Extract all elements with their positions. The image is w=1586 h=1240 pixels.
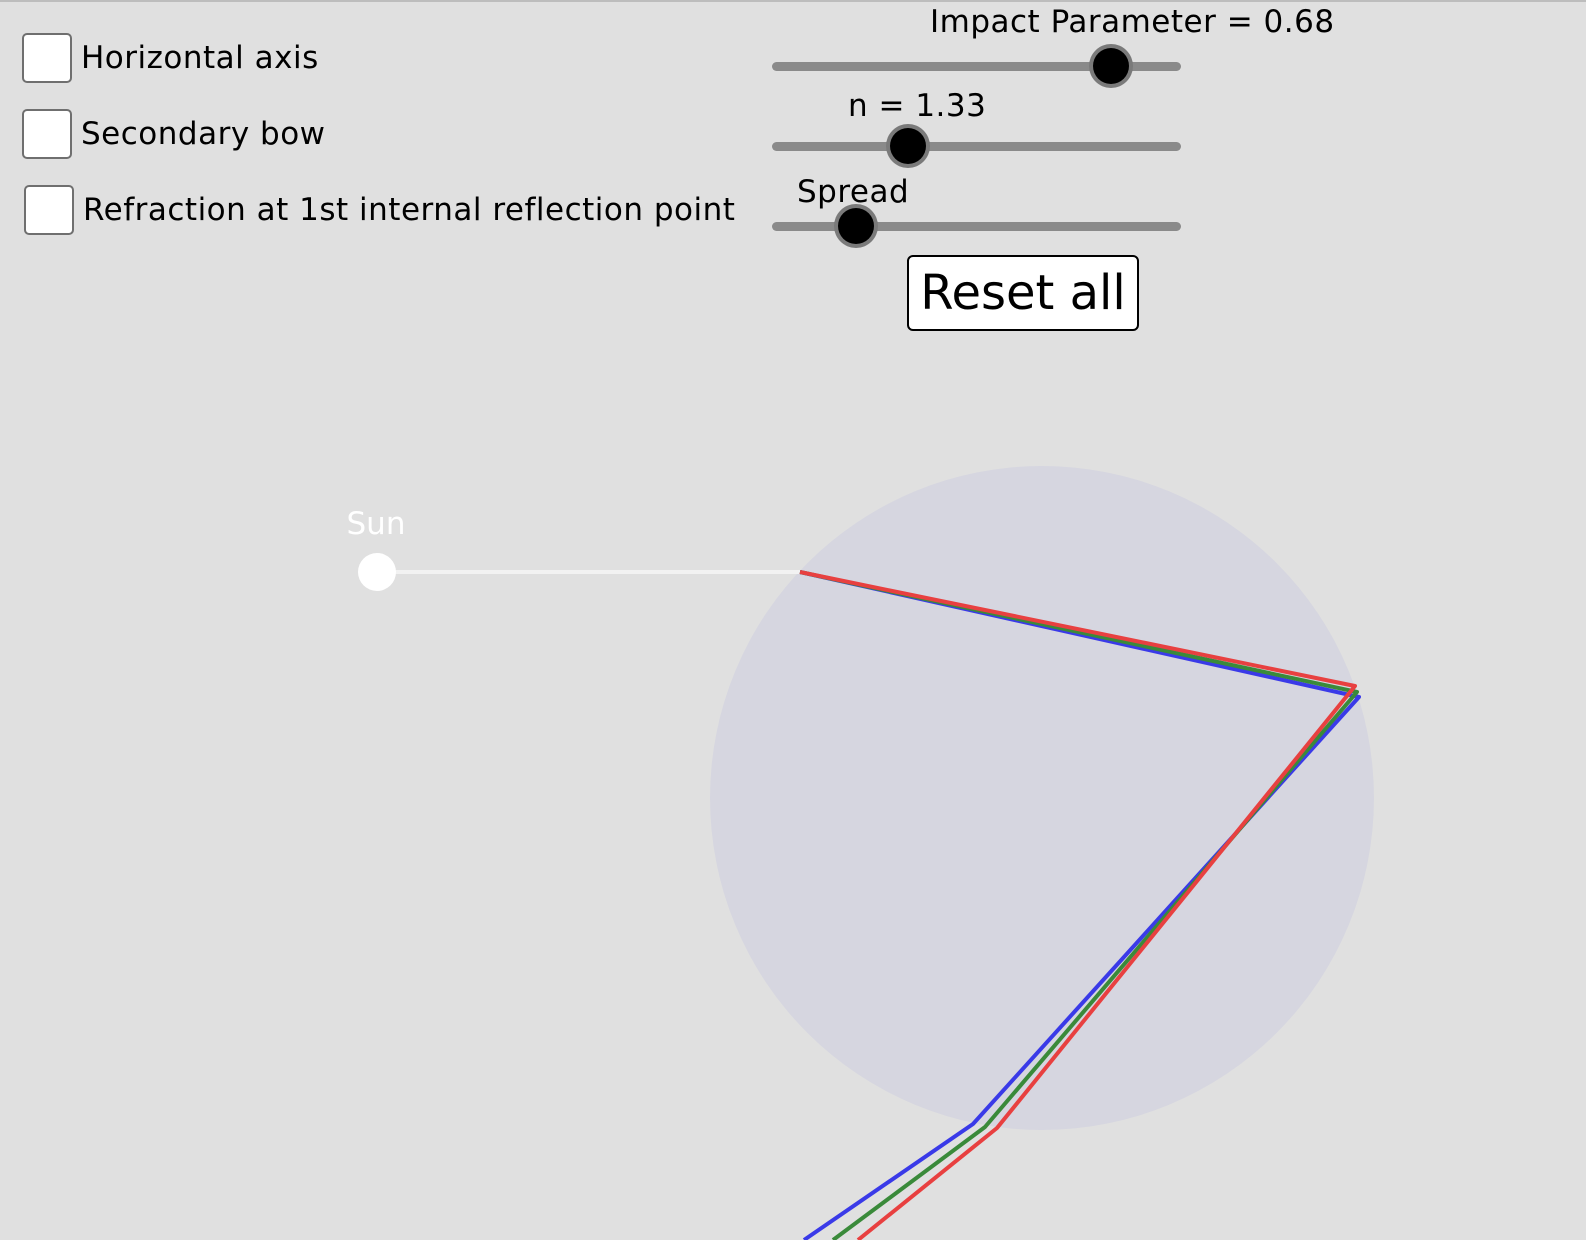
refraction-first-reflection-option[interactable]: Refraction at 1st internal reflection po… <box>24 182 735 238</box>
impact-parameter-slider-track[interactable] <box>772 62 1181 71</box>
horizontal-axis-label[interactable]: Horizontal axis <box>81 40 319 76</box>
refractive-index-slider-knob[interactable] <box>890 128 926 164</box>
spread-caption: Spread <box>797 174 910 210</box>
window-top-border <box>0 0 1586 2</box>
secondary-bow-option[interactable]: Secondary bow <box>22 106 326 162</box>
horizontal-axis-option[interactable]: Horizontal axis <box>22 30 319 86</box>
refraction-first-reflection-label[interactable]: Refraction at 1st internal reflection po… <box>83 192 736 228</box>
red-ray <box>799 570 1357 1240</box>
impact-parameter-caption: Impact Parameter = 0.68 <box>930 4 1335 40</box>
reset-all-button[interactable]: Reset all <box>907 255 1139 331</box>
horizontal-axis-checkbox[interactable] <box>22 33 72 83</box>
refractive-index-caption: n = 1.33 <box>848 88 987 124</box>
raindrop <box>710 466 1374 1130</box>
green-ray <box>799 570 1359 1240</box>
refracted-rays <box>799 570 1361 1240</box>
sun-label: Sun <box>347 506 406 542</box>
refractive-index-slider-track[interactable] <box>772 142 1181 151</box>
blue-ray <box>799 570 1361 1240</box>
refraction-first-reflection-checkbox[interactable] <box>24 185 74 235</box>
spread-slider-track[interactable] <box>772 222 1181 231</box>
secondary-bow-checkbox[interactable] <box>22 109 72 159</box>
sun-point[interactable] <box>358 553 396 591</box>
impact-parameter-slider-knob[interactable] <box>1093 48 1129 84</box>
secondary-bow-label[interactable]: Secondary bow <box>81 116 326 152</box>
spread-slider-knob[interactable] <box>838 208 874 244</box>
